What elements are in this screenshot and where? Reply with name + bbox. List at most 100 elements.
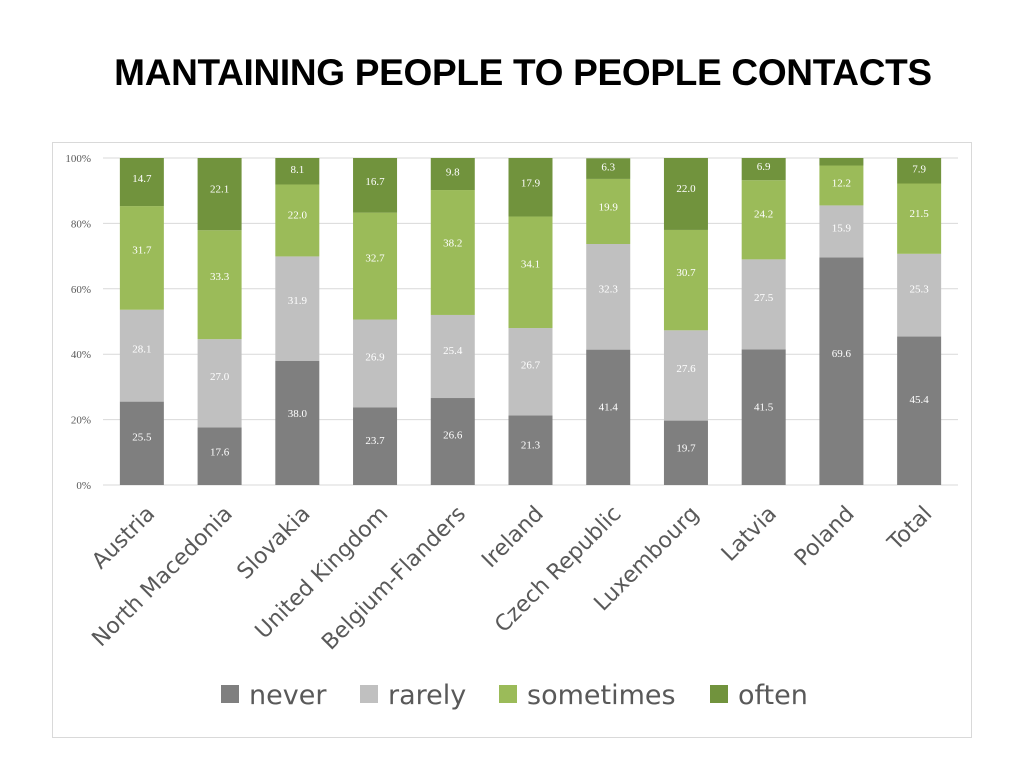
legend-swatch [710,685,728,703]
data-label: 26.9 [365,351,385,363]
bar-often [897,158,942,184]
data-label: 6.3 [601,161,615,173]
bar-rarely [819,205,864,258]
legend-item-never: never [221,680,327,711]
bar-rarely [197,339,242,428]
data-label: 7.9 [912,164,926,176]
bar-never [430,398,475,485]
bar-rarely [897,253,942,337]
bar-never [275,360,320,485]
category-label: Total [883,502,938,557]
data-label: 25.4 [443,345,463,357]
y-tick-label: 60% [71,284,91,296]
legend-swatch [360,685,378,703]
data-label: 22.0 [288,210,308,222]
data-label: 15.9 [832,222,852,234]
bar-never [586,349,631,485]
data-label: 25.3 [910,284,930,296]
bar-rarely [663,330,708,421]
data-label: 17.9 [521,178,541,190]
bar-never [119,401,164,485]
bar-sometimes [119,206,164,310]
bar-often [275,158,320,185]
category-label: Poland [790,502,860,572]
bar-rarely [586,244,631,350]
category-label: North Macedonia [88,502,238,652]
legend-item-sometimes: sometimes [499,680,676,711]
bars [119,158,942,485]
category-label: Ireland [477,502,548,573]
data-label: 22.1 [210,183,229,195]
category-label: Slovakia [233,502,316,585]
data-label: 31.7 [132,245,152,257]
legend-swatch [221,685,239,703]
page-title: MANTAINING PEOPLE TO PEOPLE CONTACTS [114,52,932,93]
category-label: Latvia [717,502,782,567]
data-label: 26.6 [443,430,463,442]
bar-rarely [508,328,553,416]
bar-sometimes [197,230,242,340]
data-label: 32.3 [599,283,619,295]
bar-never [353,407,398,485]
data-label: 27.6 [676,363,696,375]
data-label: 23.7 [365,435,385,447]
legend: never rarely sometimes often [221,680,808,711]
data-label: 41.5 [754,401,774,413]
bar-never [819,257,864,485]
bar-often [430,158,475,191]
bar-never [197,427,242,485]
bar-never [508,415,553,485]
data-label: 69.6 [832,348,852,360]
bar-sometimes [741,180,786,260]
y-axis-ticks: 0% 20% 40% 60% 80% 100% [65,153,91,492]
data-label: 22.0 [676,183,696,195]
bar-never [663,420,708,485]
data-label: 38.0 [288,408,308,420]
bar-often [663,158,708,230]
bar-sometimes [430,190,475,315]
data-labels: 25.5 28.1 31.7 14.7 17.6 27.0 33.3 22.1 38.0 31.9… [132,161,929,459]
legend-label: often [738,680,808,711]
bar-rarely [353,319,398,408]
data-label: 16.7 [365,176,385,188]
y-tick-label: 100% [65,153,91,165]
data-label: 6.9 [757,161,771,173]
y-tick-label: 20% [71,415,91,427]
bar-often [197,158,242,231]
data-label: 33.3 [210,271,230,283]
bar-often [586,158,631,179]
legend-item-rarely: rarely [360,680,466,711]
bar-rarely [741,259,786,350]
data-label: 38.2 [443,238,462,250]
data-label: 28.1 [132,343,151,355]
y-tick-label: 80% [71,218,91,230]
category-label: United Kingdom [251,502,394,645]
legend-label: never [249,680,327,711]
data-label: 34.1 [521,258,540,270]
legend-swatch [499,685,517,703]
data-label: 8.1 [290,164,304,176]
bar-often [119,158,164,207]
category-label: Austria [87,502,160,575]
data-label: 24.2 [754,208,773,220]
stacked-bar-chart: 0%20%40%60%80%100% 25.528.131.714.717.62… [65,153,958,711]
data-label: 25.5 [132,432,152,444]
data-label: 45.4 [910,394,930,406]
data-label: 12.2 [832,177,851,189]
data-label: 21.5 [910,208,930,220]
data-label: 27.5 [754,292,774,304]
bar-never [741,349,786,485]
legend-label: sometimes [527,680,676,711]
bar-sometimes [663,229,708,331]
data-label: 17.6 [210,447,230,459]
bar-sometimes [897,183,942,254]
bar-sometimes [819,165,864,206]
bar-rarely [275,256,320,361]
data-label: 31.9 [288,295,308,307]
bar-often [353,158,398,213]
y-tick-label: 40% [71,349,91,361]
legend-label: rarely [388,680,466,711]
bar-rarely [430,314,475,399]
y-tick-label: 0% [76,480,91,492]
bar-often [508,158,553,217]
